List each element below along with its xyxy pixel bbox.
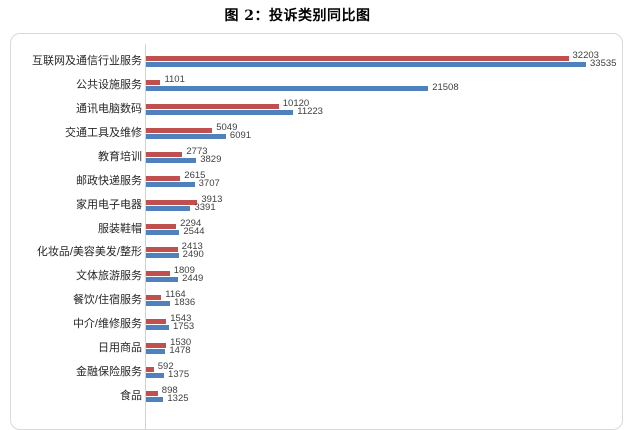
- blue-bar: [146, 85, 429, 91]
- red-bar: [146, 175, 181, 181]
- red-bar-value: 3913: [201, 193, 223, 205]
- category-row: 家用电子电器 3913 3391: [11, 194, 622, 224]
- red-bar: [146, 127, 213, 133]
- blue-bar: [146, 277, 179, 283]
- blue-bar-value: 1325: [167, 393, 189, 405]
- category-row: 餐饮/住宿服务 1164 1836: [11, 290, 622, 319]
- blue-bar: [146, 253, 179, 259]
- category-label: 教育培训: [98, 150, 142, 163]
- red-bar-value: 10120: [282, 97, 310, 109]
- category-axis-line: [145, 44, 146, 429]
- category-label: 日用商品: [98, 342, 142, 355]
- red-bar-value: 1543: [170, 313, 192, 325]
- category-label: 餐饮/住宿服务: [72, 294, 142, 307]
- category-row: 邮政快递服务 2615 3707: [11, 170, 622, 200]
- red-bar-value: 898: [161, 385, 178, 397]
- blue-bar-value: 21508: [432, 81, 459, 93]
- category-label: 中介/维修服务: [72, 318, 142, 331]
- blue-bar-value: 2490: [182, 249, 204, 261]
- red-bar-value: 2773: [186, 145, 208, 157]
- category-label: 家用电子电器: [76, 198, 142, 211]
- category-row: 化妆品/美容美发/整形 2413 2490: [11, 242, 622, 271]
- red-bar-value: 2294: [180, 217, 202, 229]
- blue-bar-value: 6091: [229, 129, 252, 141]
- red-bar-value: 32203: [572, 50, 599, 61]
- category-label: 服装鞋帽: [98, 222, 142, 235]
- blue-bar-value: 3391: [194, 201, 216, 213]
- blue-bar: [146, 229, 180, 235]
- red-bar: [146, 199, 198, 205]
- red-bar-value: 2413: [181, 241, 203, 253]
- page: { "chart_data": { "type": "bar", "orient…: [10, 8, 623, 430]
- red-bar: [146, 391, 158, 397]
- category-label: 化妆品/美容美发/整形: [36, 246, 142, 259]
- blue-bar: [146, 325, 169, 331]
- category-label: 金融保险服务: [76, 366, 142, 379]
- blue-bar: [146, 133, 226, 139]
- category-row: 中介/维修服务 1543 1753: [11, 314, 622, 343]
- category-row: 通讯电脑数码 10120 11223: [11, 98, 622, 128]
- red-bar: [146, 247, 178, 253]
- category-label: 公共设施服务: [76, 78, 142, 91]
- red-bar: [146, 103, 279, 109]
- blue-bar: [146, 62, 586, 67]
- red-bar-value: 1530: [170, 337, 192, 349]
- category-row: 教育培训 2773 3829: [11, 146, 622, 176]
- blue-bar: [146, 157, 197, 163]
- category-row: 金融保险服务 592 1375: [11, 362, 622, 391]
- blue-bar-value: 2544: [183, 225, 205, 237]
- chart-frame: 互联网及通信行业服务 32203 33535 公共设施服务 1101 21508 通讯电脑数…: [10, 33, 623, 430]
- red-bar-value: 592: [157, 361, 174, 373]
- blue-bar: [146, 373, 165, 379]
- blue-bar-value: 2449: [182, 273, 204, 285]
- red-bar: [146, 295, 162, 301]
- category-label: 食品: [120, 390, 142, 403]
- blue-bar-value: 1375: [168, 369, 190, 381]
- blue-bar-value: 33535: [590, 58, 617, 69]
- red-bar: [146, 343, 167, 349]
- red-bar: [146, 151, 183, 157]
- chart-title: 图 2：投诉类别同比图: [224, 8, 371, 24]
- category-label: 邮政快递服务: [76, 174, 142, 187]
- blue-bar: [146, 397, 164, 403]
- blue-bar-value: 11223: [297, 105, 323, 117]
- blue-bar: [146, 109, 294, 115]
- blue-bar-value: 1478: [169, 345, 191, 357]
- red-bar-value: 1809: [173, 265, 195, 277]
- red-bar: [146, 56, 569, 61]
- red-bar: [146, 223, 177, 229]
- blue-bar: [146, 205, 191, 211]
- plot-area: 互联网及通信行业服务 32203 33535 公共设施服务 1101 21508 通讯电脑数…: [11, 34, 622, 429]
- red-bar: [146, 367, 154, 373]
- category-row: 日用商品 1530 1478: [11, 338, 622, 367]
- category-label: 交通工具及维修: [65, 126, 142, 139]
- blue-bar-value: 1836: [174, 297, 196, 309]
- category-row: 食品 898 1325: [11, 386, 622, 415]
- blue-bar: [146, 301, 171, 307]
- category-label: 通讯电脑数码: [76, 102, 142, 115]
- blue-bar: [146, 349, 166, 355]
- red-bar-value: 1101: [164, 73, 185, 85]
- blue-bar: [146, 181, 195, 187]
- red-bar: [146, 271, 170, 277]
- category-row: 公共设施服务 1101 21508: [11, 74, 622, 104]
- category-label: 互联网及通信行业服务: [32, 55, 142, 67]
- category-row: 互联网及通信行业服务 32203 33535: [11, 51, 622, 80]
- red-bar: [146, 79, 161, 85]
- red-bar-value: 2615: [184, 169, 206, 181]
- blue-bar-value: 1753: [173, 321, 195, 333]
- blue-bar-value: 3707: [198, 177, 220, 189]
- category-row: 交通工具及维修 5049 6091: [11, 122, 622, 152]
- red-bar-value: 5049: [216, 121, 238, 133]
- red-bar-value: 1164: [165, 289, 186, 301]
- blue-bar-value: 3829: [200, 153, 222, 165]
- red-bar: [146, 319, 167, 325]
- category-row: 文体旅游服务 1809 2449: [11, 266, 622, 295]
- category-label: 文体旅游服务: [76, 270, 142, 283]
- category-row: 服装鞋帽 2294 2544: [11, 218, 622, 248]
